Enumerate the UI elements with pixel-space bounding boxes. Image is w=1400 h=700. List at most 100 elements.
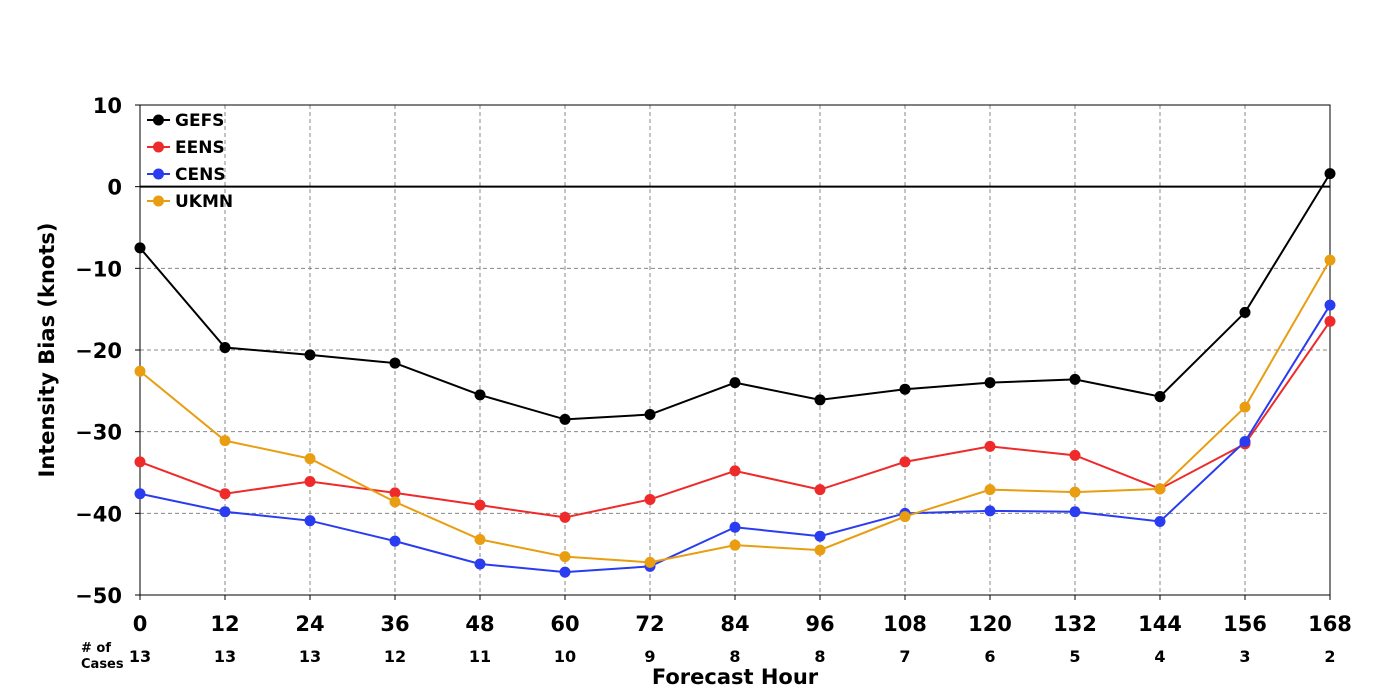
case-count: 6 [984,647,995,666]
x-tick-label: 36 [380,612,409,636]
x-tick-label: 120 [968,612,1012,636]
x-tick-label: 72 [635,612,664,636]
data-point-eens [1324,315,1336,327]
case-count: 3 [1239,647,1250,666]
data-point-ukmn [474,533,486,545]
x-tick-label: 12 [210,612,239,636]
data-point-gefs [814,394,826,406]
x-tick-label: 60 [550,612,579,636]
data-point-cens [1069,506,1081,518]
legend-marker [153,195,164,207]
case-count: 10 [554,647,576,666]
data-point-cens [814,530,826,542]
data-point-gefs [1239,306,1251,318]
data-point-gefs [559,413,571,425]
case-count: 7 [899,647,910,666]
data-point-gefs [1154,391,1166,403]
data-point-gefs [644,409,656,421]
x-tick-label: 144 [1138,612,1182,636]
legend-label: CENS [175,165,226,185]
y-tick-label: −10 [75,257,122,281]
data-point-gefs [899,383,911,395]
case-count: 9 [644,647,655,666]
data-point-gefs [389,357,401,369]
data-point-ukmn [1154,483,1166,495]
data-point-eens [134,456,146,468]
data-point-gefs [1069,373,1081,385]
data-point-ukmn [219,435,231,447]
y-tick-label: 10 [93,94,122,118]
legend-marker [153,141,164,153]
data-point-cens [1239,435,1251,447]
data-point-cens [1324,299,1336,311]
case-count: 2 [1324,647,1335,666]
x-axis-title: Forecast Hour [652,665,819,689]
data-point-eens [559,511,571,523]
case-count: 13 [129,647,151,666]
y-axis-title: Intensity Bias (knots) [35,223,59,478]
x-tick-label: 168 [1308,612,1352,636]
y-tick-label: −50 [75,584,122,608]
x-tick-label: 156 [1223,612,1267,636]
y-tick-label: −20 [75,339,122,363]
data-point-cens [389,535,401,547]
data-point-cens [304,515,316,527]
data-point-cens [134,488,146,500]
data-point-gefs [219,342,231,354]
data-point-ukmn [984,484,996,496]
data-point-gefs [1324,168,1336,180]
data-point-ukmn [559,551,571,563]
y-tick-label: 0 [107,176,122,200]
data-point-cens [474,558,486,570]
case-count: 8 [729,647,740,666]
data-point-ukmn [1324,254,1336,266]
data-point-eens [304,475,316,487]
data-point-eens [389,487,401,499]
data-point-ukmn [899,511,911,523]
data-point-eens [644,493,656,505]
x-tick-label: 24 [295,612,324,636]
data-point-ukmn [389,496,401,508]
data-point-ukmn [729,539,741,551]
data-point-cens [1154,516,1166,527]
case-count: 11 [469,647,491,666]
data-point-ukmn [644,556,656,568]
data-point-eens [814,484,826,496]
cases-label: # of Cases [81,641,124,672]
data-point-gefs [729,377,741,389]
y-tick-label: −30 [75,421,122,445]
case-count: 5 [1069,647,1080,666]
legend-label: EENS [175,138,225,158]
case-count: 13 [299,647,321,666]
legend-label: GEFS [175,111,224,131]
data-point-eens [729,465,741,477]
data-point-eens [474,499,486,511]
data-point-cens [984,505,996,517]
case-count: 13 [214,647,236,666]
data-point-ukmn [1069,486,1081,498]
case-count: 12 [384,647,406,666]
legend-label: UKMN [175,192,233,212]
data-point-ukmn [134,365,146,377]
x-tick-label: 132 [1053,612,1097,636]
x-tick-label: 108 [883,612,927,636]
x-tick-label: 96 [805,612,834,636]
data-point-cens [729,521,741,533]
data-point-cens [559,566,571,578]
data-point-ukmn [1239,401,1251,413]
y-tick-label: −40 [75,502,122,526]
data-point-eens [1069,449,1081,461]
legend-marker [153,114,164,126]
data-point-gefs [304,349,316,361]
data-point-gefs [474,389,486,401]
data-point-eens [899,456,911,468]
data-point-eens [984,440,996,452]
legend-marker [153,168,164,180]
series-line-ukmn [139,259,1331,564]
data-point-gefs [984,377,996,389]
case-count: 8 [814,647,825,666]
data-point-gefs [134,242,146,254]
data-point-ukmn [814,544,826,556]
x-tick-label: 48 [465,612,494,636]
